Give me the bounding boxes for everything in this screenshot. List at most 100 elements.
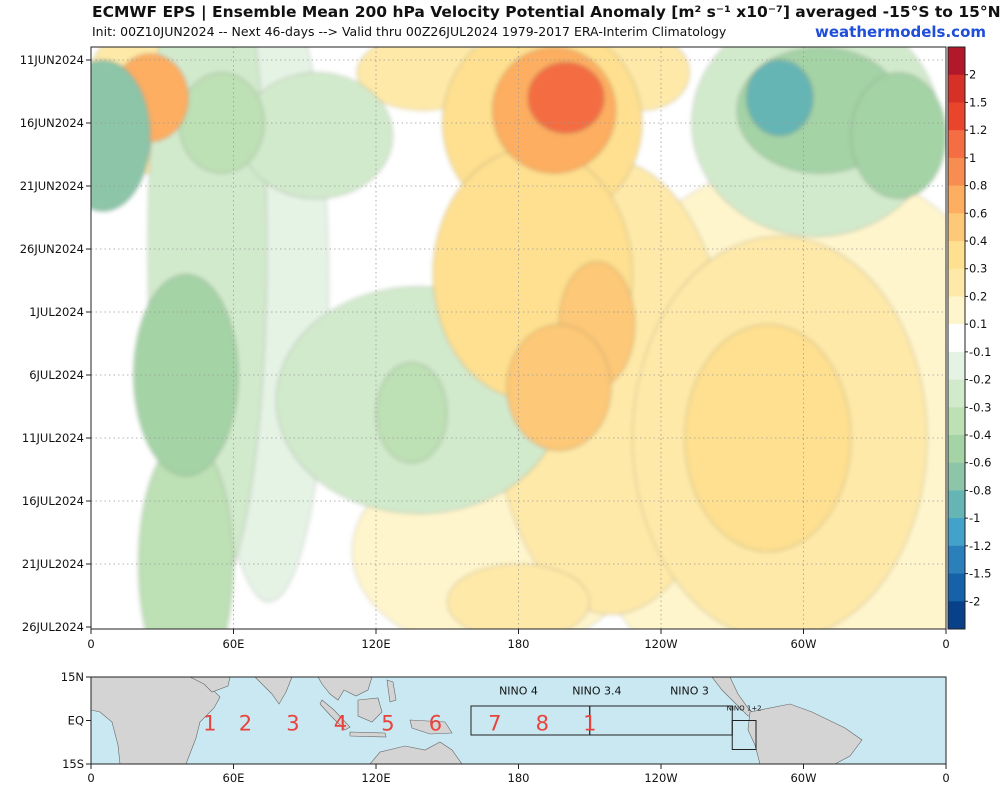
anomaly-blob-20 bbox=[506, 324, 612, 451]
arabia-landmass bbox=[189, 677, 231, 693]
nino-label-2: NINO 3 bbox=[670, 684, 709, 697]
anomaly-blob-23 bbox=[850, 72, 946, 199]
y-tick-label-7: 16JUL2024 bbox=[22, 494, 84, 508]
y-tick-label-2: 21JUN2024 bbox=[20, 179, 84, 193]
colorbar-label-7: 0.3 bbox=[969, 262, 987, 276]
y-tick-label-4: 1JUL2024 bbox=[29, 305, 84, 319]
mjo-phase-label-7: 8 bbox=[536, 712, 549, 736]
colorbar-swatch-12 bbox=[948, 379, 965, 408]
mjo-phase-label-8: 1 bbox=[583, 712, 596, 736]
colorbar-swatch-18 bbox=[948, 545, 965, 575]
colorbar-swatch-8 bbox=[948, 268, 965, 297]
colorbar-swatch-17 bbox=[948, 518, 965, 547]
colorbar-label-8: 0.2 bbox=[969, 289, 987, 303]
colorbar-label-14: -0.6 bbox=[969, 456, 991, 470]
x-tick-label-4: 120W bbox=[644, 637, 677, 651]
mjo-phase-label-4: 5 bbox=[381, 712, 394, 736]
y-tick-label-0: 11JUN2024 bbox=[20, 53, 84, 67]
mjo-phase-label-2: 3 bbox=[286, 712, 299, 736]
colorbar-swatch-3 bbox=[948, 130, 965, 159]
colorbar-swatch-7 bbox=[948, 241, 965, 270]
anomaly-blob-15 bbox=[684, 324, 852, 552]
anomaly-field bbox=[91, 47, 946, 629]
colorbar-label-13: -0.4 bbox=[969, 428, 991, 442]
colorbar-label-6: 0.4 bbox=[969, 234, 987, 248]
map-y-tick-label-2: 15S bbox=[62, 757, 84, 771]
x-tick-label-3: 180 bbox=[508, 637, 530, 651]
colorbar-label-15: -0.8 bbox=[969, 483, 991, 497]
colorbar-label-18: -1.5 bbox=[969, 567, 991, 581]
colorbar-swatch-6 bbox=[948, 213, 965, 242]
map-land bbox=[91, 677, 863, 764]
colorbar-frame bbox=[947, 46, 966, 630]
map-x-tick-label-6: 0 bbox=[942, 771, 949, 785]
colorbar-label-2: 1.2 bbox=[969, 123, 987, 137]
colorbar-label-10: -0.1 bbox=[969, 345, 991, 359]
sumatra-landmass bbox=[319, 699, 351, 731]
colorbar-swatch-15 bbox=[948, 462, 965, 491]
x-tick-label-0: 0 bbox=[87, 637, 94, 651]
y-tick-label-8: 21JUL2024 bbox=[22, 557, 84, 571]
colorbar-label-16: -1 bbox=[969, 511, 980, 525]
mjo-phase-label-0: 1 bbox=[203, 712, 216, 736]
colorbar-label-19: -2 bbox=[969, 594, 980, 608]
colorbar-swatch-4 bbox=[948, 157, 965, 187]
colorbar-label-1: 1.5 bbox=[969, 95, 987, 109]
colorbar-label-3: 1 bbox=[969, 151, 976, 165]
map-x-tick-label-0: 0 bbox=[87, 771, 94, 785]
chart-subtitle: Init: 00Z10JUN2024 -- Next 46-days --> V… bbox=[92, 24, 727, 39]
java-landmass bbox=[349, 731, 387, 738]
anomaly-blob-17 bbox=[375, 362, 448, 464]
nino-label-1: NINO 3.4 bbox=[572, 684, 621, 697]
colorbar-swatch-13 bbox=[948, 407, 965, 436]
mjo-phase-label-5: 6 bbox=[429, 712, 442, 736]
map-y-tick-label-1: EQ bbox=[68, 714, 84, 728]
india-landmass bbox=[254, 677, 293, 705]
colorbar-swatch-9 bbox=[948, 296, 965, 325]
colorbar-swatch-0 bbox=[948, 47, 965, 76]
mjo-phase-label-1: 2 bbox=[239, 712, 252, 736]
x-axis: 0 60E 120E 180 120W 60W 0 bbox=[87, 629, 950, 651]
map-x-axis: 0 60E 120E 180 120W 60W 0 bbox=[87, 764, 950, 785]
map-x-tick-label-5: 60W bbox=[790, 771, 816, 785]
y-axis: 11JUN2024 16JUN2024 21JUN2024 26JUN2024 1JUL… bbox=[20, 53, 91, 634]
y-tick-label-5: 6JUL2024 bbox=[29, 368, 84, 382]
anomaly-blob-27 bbox=[746, 59, 814, 136]
y-tick-label-1: 16JUN2024 bbox=[20, 116, 84, 130]
colorbar-label-0: 2 bbox=[969, 68, 976, 82]
nino-label-3: NINO 1+2 bbox=[727, 704, 762, 712]
colorbar-swatch-5 bbox=[948, 185, 965, 214]
nino-regions: NINO 4 NINO 3.4 NINO 3 NINO 1+2 bbox=[470, 684, 762, 750]
colorbar-swatch-14 bbox=[948, 435, 965, 464]
colorbar-label-12: -0.3 bbox=[969, 400, 991, 414]
colorbar-swatch-16 bbox=[948, 490, 965, 519]
mjo-phase-label-3: 4 bbox=[334, 712, 347, 736]
colorbar: 2 1.5 1.2 1 0.8 0.6 0.4 0.3 0.2 0.1 -0.1 -0.2 -0.3 -0… bbox=[947, 46, 991, 630]
colorbar-swatch-1 bbox=[948, 74, 965, 103]
australia-landmass bbox=[369, 741, 463, 764]
colorbar-swatch-10 bbox=[948, 324, 965, 353]
south-america-landmass bbox=[747, 703, 863, 764]
colorbar-label-9: 0.1 bbox=[969, 317, 987, 331]
colorbar-label-5: 0.6 bbox=[969, 206, 987, 220]
philippines-landmass bbox=[386, 679, 397, 703]
brand-link[interactable]: weathermodels.com bbox=[815, 23, 987, 41]
colorbar-label-17: -1.2 bbox=[969, 539, 991, 553]
y-tick-label-9: 26JUL2024 bbox=[22, 620, 84, 634]
x-tick-label-2: 120E bbox=[361, 637, 390, 651]
map-x-tick-label-3: 180 bbox=[508, 771, 530, 785]
x-tick-label-1: 60E bbox=[223, 637, 245, 651]
colorbar-label-11: -0.2 bbox=[969, 373, 991, 387]
new-guinea-landmass bbox=[409, 719, 453, 735]
x-tick-label-6: 0 bbox=[942, 637, 949, 651]
x-tick-label-5: 60W bbox=[790, 637, 816, 651]
colorbar-swatch-2 bbox=[948, 102, 965, 131]
colorbar-swatch-19 bbox=[948, 573, 965, 602]
colorbar-swatch-20 bbox=[948, 601, 965, 630]
se-asia-landmass bbox=[317, 677, 373, 701]
mjo-phase-label-6: 7 bbox=[488, 712, 501, 736]
colorbar-swatch-11 bbox=[948, 351, 965, 381]
borneo-landmass bbox=[357, 697, 383, 723]
